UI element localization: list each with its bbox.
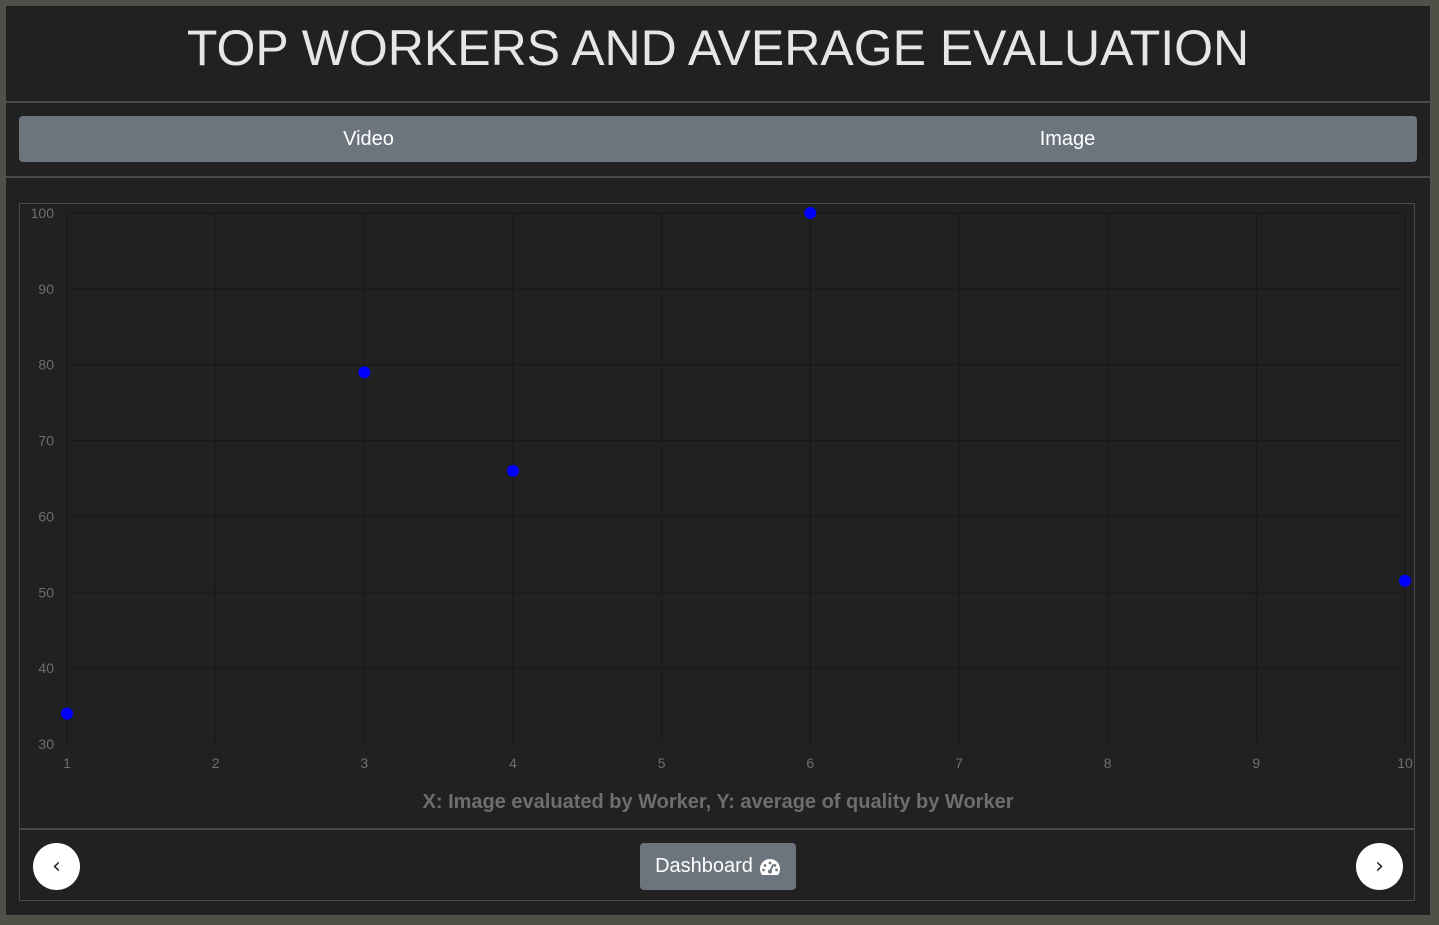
data-point [61, 707, 73, 720]
chart-card: 30 40 50 60 70 80 90 100 1 2 3 4 5 6 7 8 9 10 X: Image e… [19, 203, 1415, 901]
data-point [804, 207, 817, 219]
y-tick-label: 70 [38, 433, 54, 449]
x-tick-label: 1 [63, 755, 71, 771]
y-axis-ticks: 30 40 50 60 70 80 90 100 [31, 205, 55, 752]
previous-button[interactable]: ‹ [33, 843, 80, 890]
page-title: TOP WORKERS AND AVERAGE EVALUATION [6, 6, 1430, 103]
y-tick-label: 100 [31, 205, 55, 221]
card-footer: ‹ Dashboard › [20, 828, 1414, 902]
dashboard-button-label: Dashboard [655, 855, 753, 877]
data-point [358, 366, 371, 379]
x-axis-ticks: 1 2 3 4 5 6 7 8 9 10 [63, 755, 1413, 771]
next-button[interactable]: › [1356, 843, 1403, 890]
tab-image[interactable]: Image [718, 116, 1417, 162]
section-divider [6, 176, 1430, 178]
y-tick-label: 40 [38, 660, 54, 676]
y-tick-label: 90 [38, 281, 54, 297]
media-tabs: Video Image [19, 116, 1417, 162]
y-tick-label: 30 [38, 736, 54, 752]
x-axis-label: X: Image evaluated by Worker, Y: average… [423, 791, 1014, 813]
scatter-chart: 30 40 50 60 70 80 90 100 1 2 3 4 5 6 7 8 9 10 X: Image e… [31, 205, 1413, 813]
y-tick-label: 60 [38, 508, 54, 524]
dashboard-button[interactable]: Dashboard [640, 843, 796, 890]
data-points [61, 207, 1411, 720]
x-tick-label: 9 [1252, 755, 1260, 771]
x-tick-label: 2 [212, 755, 220, 771]
grid-lines [66, 212, 1406, 745]
tachometer-icon [759, 858, 780, 875]
x-tick-label: 3 [360, 755, 368, 771]
page-frame: TOP WORKERS AND AVERAGE EVALUATION Video… [6, 6, 1430, 915]
x-tick-label: 6 [806, 755, 814, 771]
y-tick-label: 50 [38, 584, 54, 600]
x-tick-label: 5 [658, 755, 666, 771]
x-tick-label: 10 [1397, 755, 1413, 771]
x-tick-label: 8 [1104, 755, 1112, 771]
data-point [1399, 574, 1411, 587]
x-tick-label: 4 [509, 755, 517, 771]
chart-area: 30 40 50 60 70 80 90 100 1 2 3 4 5 6 7 8 9 10 X: Image e… [20, 204, 1416, 828]
x-tick-label: 7 [955, 755, 963, 771]
tab-video[interactable]: Video [19, 116, 718, 162]
y-tick-label: 80 [38, 357, 54, 373]
data-point [507, 464, 519, 477]
